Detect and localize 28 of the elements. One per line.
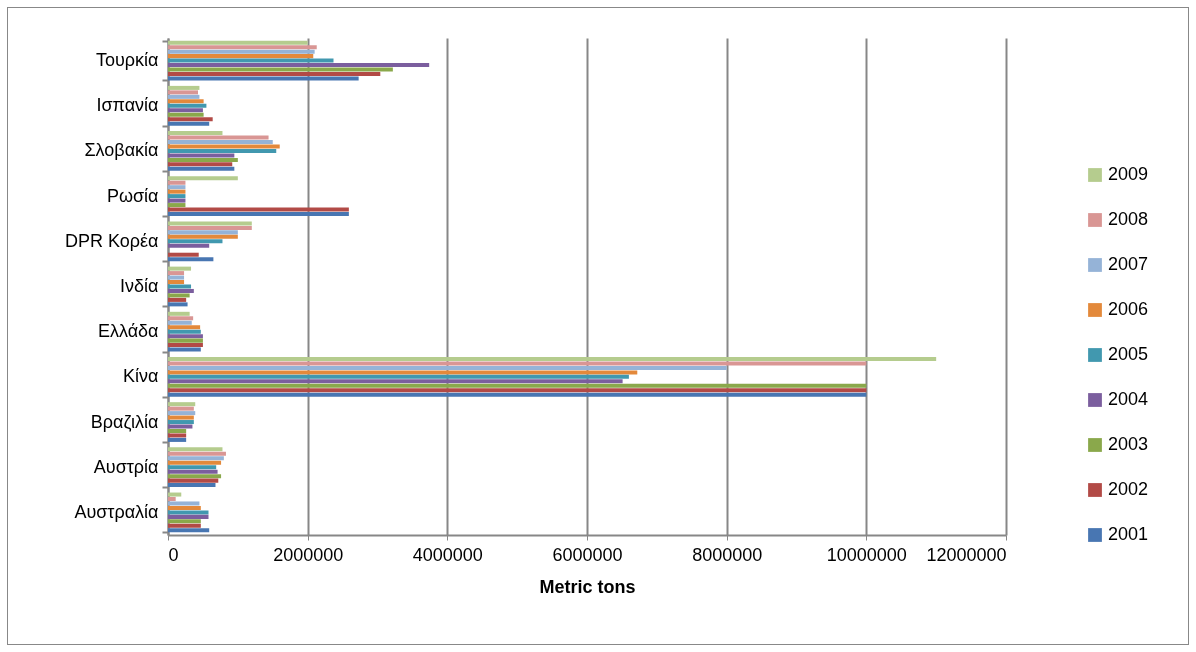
y-tick-label: DPR Κορέα xyxy=(65,230,159,251)
x-axis-title: Metric tons xyxy=(539,576,636,597)
y-tick-label: Σλοβακία xyxy=(84,140,159,161)
legend-label: 2006 xyxy=(1108,299,1149,319)
y-tick-label: Αυστρία xyxy=(93,456,159,477)
y-tick-label: Ρωσία xyxy=(106,185,159,206)
legend-label: 2008 xyxy=(1108,209,1149,229)
x-tick-label: 10000000 xyxy=(826,544,907,565)
legend-label: 2004 xyxy=(1108,389,1149,409)
legend-label: 2003 xyxy=(1108,434,1149,454)
legend-label: 2001 xyxy=(1108,524,1149,544)
y-tick-label: Κίνα xyxy=(123,366,159,387)
legend-label: 2009 xyxy=(1108,164,1149,184)
y-tick-label: Βραζιλία xyxy=(90,411,159,432)
x-tick-label: 4000000 xyxy=(412,544,483,565)
y-tick-label: Ελλάδα xyxy=(97,321,159,342)
legend-label: 2007 xyxy=(1108,254,1149,274)
y-tick-label: Αυστραλία xyxy=(74,501,159,522)
x-tick-label: 0 xyxy=(168,544,179,565)
x-tick-label: 12000000 xyxy=(926,544,1007,565)
x-tick-label: 8000000 xyxy=(692,544,763,565)
y-tick-label: Ινδία xyxy=(120,276,159,296)
x-tick-label: 6000000 xyxy=(552,544,623,565)
y-tick-label: Ισπανία xyxy=(96,95,159,116)
legend-label: 2005 xyxy=(1108,344,1149,364)
legend-label: 2002 xyxy=(1108,479,1149,499)
y-tick-label: Τουρκία xyxy=(95,50,159,71)
x-tick-label: 2000000 xyxy=(273,544,344,565)
